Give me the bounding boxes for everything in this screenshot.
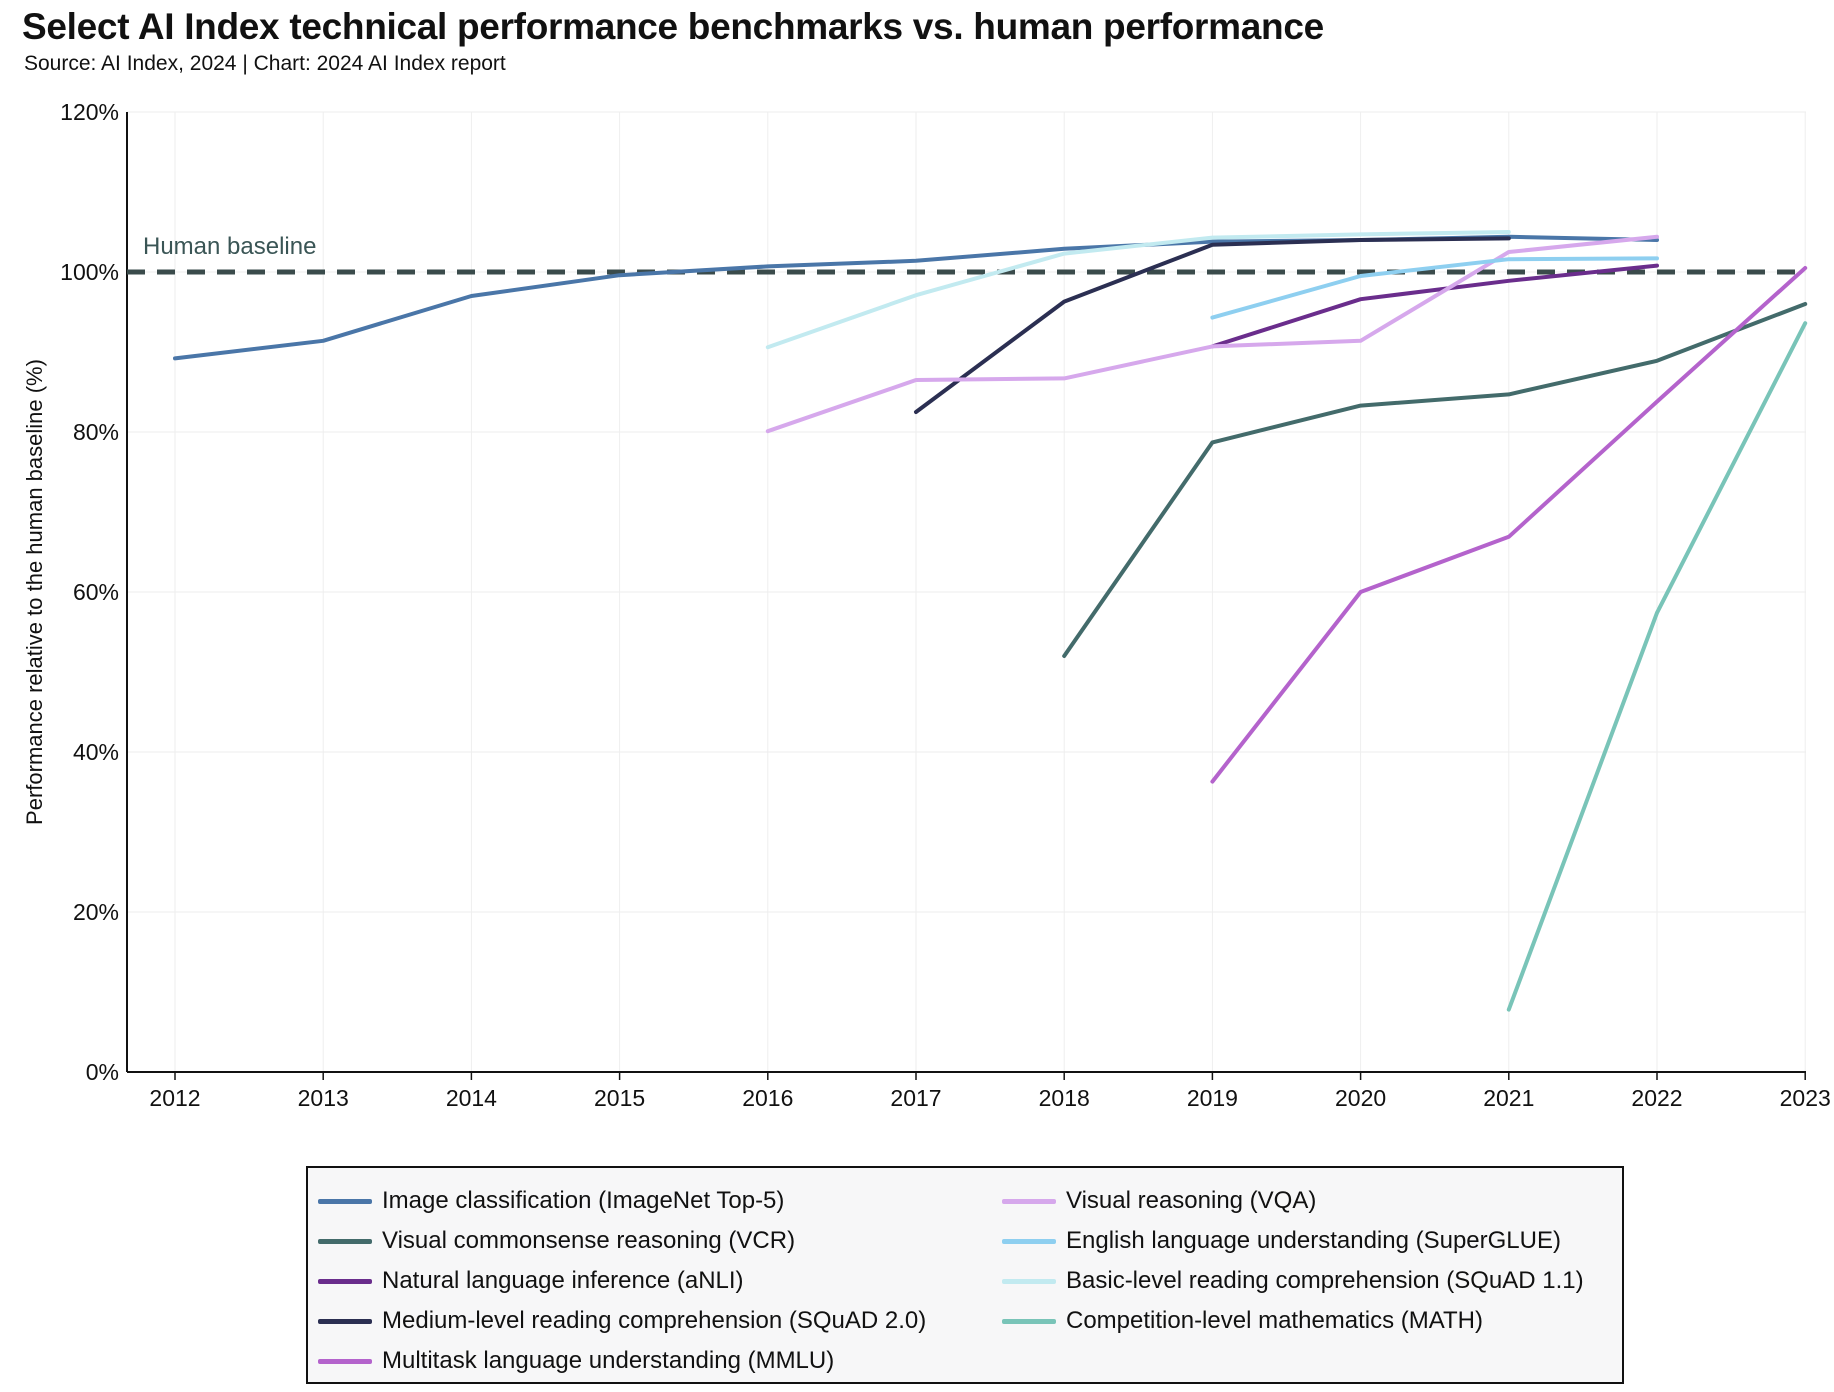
y-axis-ticks: 0% 20% 40% 60% 80% 100% 120%: [60, 99, 119, 1085]
legend-swatch: [318, 1198, 372, 1204]
series-line-3: [1210, 263, 1659, 349]
series-line-2: [1062, 302, 1808, 658]
human-baseline: Human baseline: [127, 233, 1806, 275]
line-chart: 0%20%40%60%80%100%120% 2012 2013 2014 2015 2…: [22, 99, 1831, 1111]
legend-item: Basic-level reading comprehension (SQuAD…: [1002, 1266, 1584, 1296]
legend-label: Image classification (ImageNet Top-5): [382, 1187, 785, 1214]
x-tick-label: 2015: [594, 1085, 645, 1111]
y-tick-label: 40%: [73, 739, 119, 765]
series-line-6: [765, 234, 1659, 434]
legend-swatch: [1002, 1238, 1056, 1244]
x-tick-label: 2014: [446, 1085, 497, 1111]
x-tick-label: 2013: [298, 1085, 349, 1111]
x-tick-label: 2018: [1039, 1085, 1090, 1111]
legend-label: Natural language inference (aNLI): [382, 1267, 744, 1294]
legend-swatch: [1002, 1278, 1056, 1284]
legend-swatch: [1002, 1318, 1056, 1324]
y-tick-label: 0%: [86, 1059, 119, 1085]
x-tick-label: 2021: [1483, 1085, 1534, 1111]
x-axis-ticks: 2012 2013 2014 2015 2016 2017 2018 2019 2020 2021…: [149, 1072, 1831, 1111]
baseline-label: Human baseline: [143, 233, 316, 260]
legend-label: Medium-level reading comprehension (SQuA…: [382, 1307, 927, 1334]
legend-swatch: [1002, 1198, 1056, 1204]
series-line-9: [1506, 321, 1808, 1012]
legend-label: Competition-level mathematics (MATH): [1066, 1307, 1483, 1334]
y-tick-label: 80%: [73, 419, 119, 445]
x-tick-label: 2017: [890, 1085, 941, 1111]
legend-item: Visual reasoning (VQA): [1002, 1186, 1316, 1216]
y-tick-label: 100%: [60, 259, 119, 285]
x-tick-label: 2016: [742, 1085, 793, 1111]
x-tick-label: 2022: [1631, 1085, 1682, 1111]
legend-item: Natural language inference (aNLI): [318, 1266, 744, 1296]
legend-item: Competition-level mathematics (MATH): [1002, 1306, 1483, 1336]
chart-title: Select AI Index technical performance be…: [22, 6, 1324, 47]
legend-label: English language understanding (SuperGLU…: [1066, 1227, 1561, 1254]
chart-subtitle: Source: AI Index, 2024 | Chart: 2024 AI …: [24, 52, 506, 75]
legend-label: Basic-level reading comprehension (SQuAD…: [1066, 1267, 1584, 1294]
series-line-8: [765, 230, 1511, 350]
x-tick-label: 2023: [1780, 1085, 1831, 1111]
y-tick-label: 60%: [73, 579, 119, 605]
x-tick-label: 2020: [1335, 1085, 1386, 1111]
legend-label: Visual reasoning (VQA): [1066, 1187, 1317, 1214]
legend-item: Multitask language understanding (MMLU): [318, 1346, 834, 1376]
legend-item: Image classification (ImageNet Top-5): [318, 1186, 784, 1216]
series-line-4: [914, 236, 1511, 414]
legend-swatch: [318, 1278, 372, 1284]
legend-item: Visual commonsense reasoning (VCR): [318, 1226, 795, 1256]
y-axis-label: Performance relative to the human baseli…: [22, 359, 47, 825]
legend-label: Multitask language understanding (MMLU): [382, 1347, 835, 1374]
legend-label: Visual commonsense reasoning (VCR): [382, 1227, 796, 1254]
x-tick-label: 2019: [1187, 1085, 1238, 1111]
series-line-5: [1210, 266, 1808, 784]
y-tick-label: 20%: [73, 899, 119, 925]
y-tick-label: 120%: [60, 99, 119, 125]
x-tick-label: 2012: [149, 1085, 200, 1111]
series-line-7: [1210, 256, 1659, 320]
legend-swatch: [318, 1358, 372, 1364]
legend-swatch: [318, 1238, 372, 1244]
legend-item: English language understanding (SuperGLU…: [1002, 1226, 1561, 1256]
legend-swatch: [318, 1318, 372, 1324]
legend-item: Medium-level reading comprehension (SQuA…: [318, 1306, 926, 1336]
legend: Image classification (ImageNet Top-5) Vis…: [306, 1166, 1624, 1384]
series-lines: [173, 230, 1808, 1012]
